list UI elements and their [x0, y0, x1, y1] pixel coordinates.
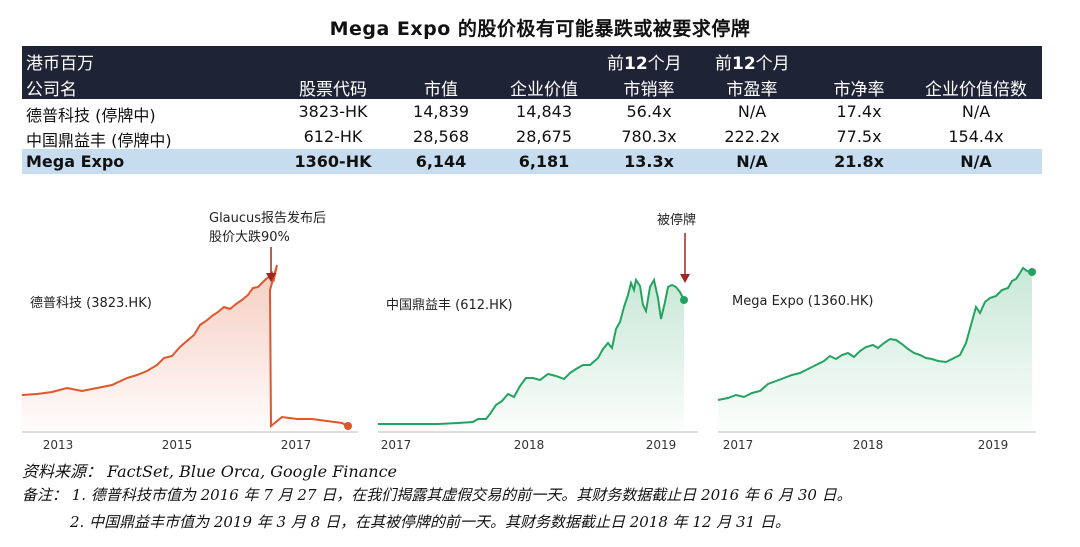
col-header-pe: 市盈率: [726, 80, 778, 100]
table-row: 中国鼎益丰 (停牌中) 612-HK 28,568 28,675 780.3x …: [22, 124, 1042, 150]
footnote-2: 2. 中国鼎益丰市值为 2019 年 3 月 8 日，在其被停牌的前一天。其财务…: [70, 513, 790, 531]
price-line: [717, 266, 1033, 401]
cell-ticker: 1360-HK: [294, 152, 372, 171]
chart-label: Mega Expo (1360.HK): [732, 294, 874, 309]
price-line: [21, 264, 349, 429]
annotation-arrow-head: [266, 273, 276, 282]
cell-ev: 14,843: [516, 102, 572, 121]
cell-ev-multiple: N/A: [960, 152, 992, 171]
ps-period-label: 前12个月: [607, 54, 682, 74]
chart-1360-hk: 2017 2018 2019 Mega Expo (1360.HK): [717, 195, 1038, 457]
valuation-table: 港币百万 前12个月 前12个月 公司名 股票代码 市值 企业价值 市销率 市盈…: [22, 46, 1042, 174]
cell-ev: 28,675: [516, 127, 572, 146]
cell-ev-multiple: 154.4x: [948, 127, 1004, 146]
x-tick: 2018: [514, 438, 545, 452]
x-tick: 2018: [853, 438, 884, 452]
cell-mktcap: 28,568: [413, 127, 469, 146]
cell-pb: 21.8x: [834, 152, 884, 171]
table-header: 港币百万 前12个月 前12个月 公司名 股票代码 市值 企业价值 市销率 市盈…: [22, 46, 1042, 100]
chart-annotation: Glaucus报告发布后 股价大跌90%: [209, 209, 326, 247]
chart-3823-hk: 2013 2015 2017 德普科技 (3823.HK) Glaucus报告发…: [21, 195, 360, 457]
table-row: 德普科技 (停牌中) 3823-HK 14,839 14,843 56.4x N…: [22, 99, 1042, 125]
x-tick: 2013: [43, 438, 74, 452]
chart-label: 中国鼎益丰 (612.HK): [386, 298, 513, 313]
cell-ps: 780.3x: [621, 127, 677, 146]
cell-mktcap: 14,839: [413, 102, 469, 121]
col-header-ev: 企业价值: [510, 80, 578, 100]
chart-label: 德普科技 (3823.HK): [30, 296, 152, 311]
annotation-arrow-head: [680, 274, 690, 283]
cell-ev: 6,181: [518, 152, 570, 171]
chart-annotation: 被停牌: [657, 213, 697, 228]
price-chart-svg: 2013 2015 2017: [21, 247, 358, 452]
cell-ticker: 3823-HK: [298, 102, 368, 121]
x-tick: 2019: [978, 438, 1009, 452]
price-area: [378, 280, 684, 431]
col-header-ps: 市销率: [623, 80, 675, 100]
price-endpoint: [680, 296, 688, 304]
page-title: Mega Expo 的股价极有可能暴跌或被要求停牌: [329, 18, 751, 40]
col-header-pb: 市净率: [833, 80, 885, 100]
col-header-company: 公司名: [26, 80, 77, 100]
chart-612-hk: 2017 2018 2019 中国鼎益丰 (612.HK) 被停牌: [378, 195, 700, 457]
cell-company: Mega Expo: [26, 152, 125, 171]
price-chart-svg: 2017 2018 2019: [378, 233, 698, 452]
cell-pb: 17.4x: [836, 102, 882, 121]
cell-pb: 77.5x: [836, 127, 882, 146]
annotation-line: Glaucus报告发布后: [209, 211, 327, 226]
cell-pe: N/A: [736, 152, 768, 171]
cell-ticker: 612-HK: [303, 127, 363, 146]
col-header-mktcap: 市值: [424, 80, 458, 100]
price-area: [22, 265, 348, 431]
x-tick: 2017: [381, 438, 412, 452]
price-endpoint: [1028, 268, 1036, 276]
x-tick: 2017: [723, 438, 754, 452]
cell-ev-multiple: N/A: [961, 102, 991, 121]
price-area: [718, 268, 1032, 431]
x-tick: 2015: [162, 438, 193, 452]
col-header-ev-multiple: 企业价值倍数: [925, 80, 1027, 100]
pe-period-label: 前12个月: [715, 54, 790, 74]
cell-company: 德普科技 (停牌中): [26, 106, 156, 125]
price-endpoint: [344, 422, 352, 430]
cell-company: 中国鼎益丰 (停牌中): [26, 131, 172, 150]
cell-ps: 56.4x: [626, 102, 672, 121]
col-header-ticker: 股票代码: [299, 80, 367, 100]
price-chart-svg: 2017 2018 2019: [717, 266, 1036, 452]
unit-label: 港币百万: [26, 54, 94, 74]
x-tick: 2019: [646, 438, 677, 452]
source-note: 资料来源： FactSet, Blue Orca, Google Finance: [22, 462, 397, 481]
price-line: [378, 277, 685, 425]
cell-ps: 13.3x: [624, 152, 674, 171]
x-tick: 2017: [281, 438, 312, 452]
annotation-line: 股价大跌90%: [209, 230, 290, 245]
cell-pe: N/A: [737, 102, 767, 121]
table-row-highlighted: Mega Expo 1360-HK 6,144 6,181 13.3x N/A …: [22, 149, 1042, 174]
cell-pe: 222.2x: [724, 127, 780, 146]
cell-mktcap: 6,144: [415, 152, 467, 171]
footnote-1: 备注： 1. 德普科技市值为 2016 年 7 月 27 日，在我们揭露其虚假交…: [22, 486, 852, 504]
